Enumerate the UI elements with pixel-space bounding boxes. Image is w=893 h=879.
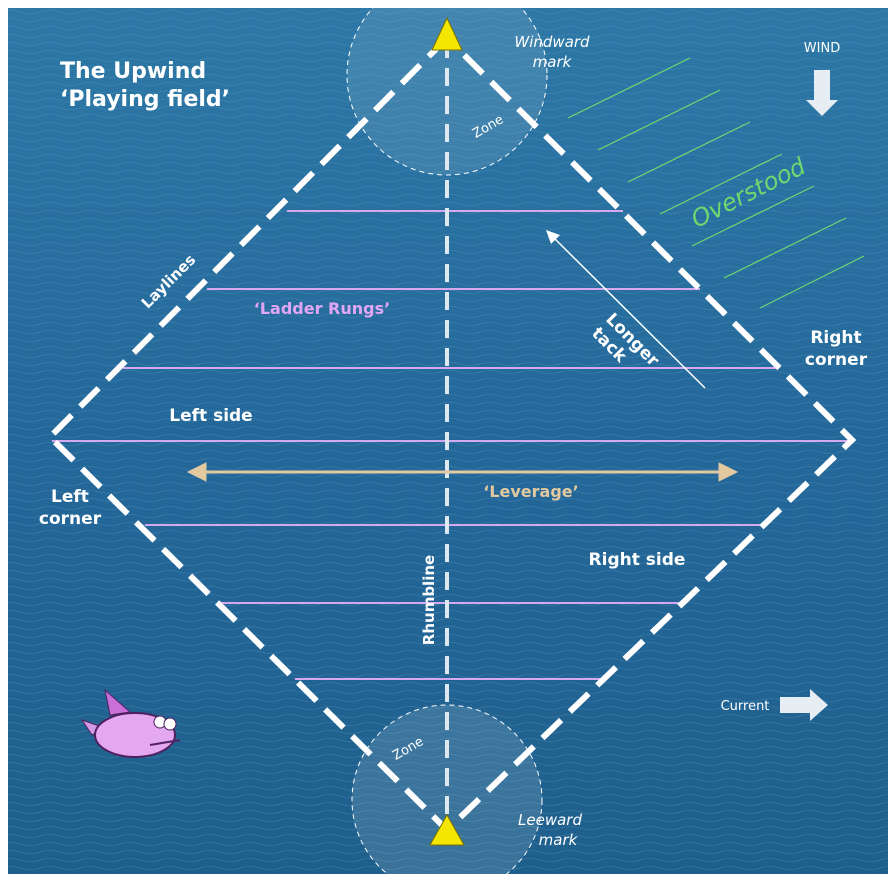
ladder-rungs-label: ‘Ladder Rungs’	[254, 299, 390, 318]
wind-label: WIND	[804, 41, 840, 56]
rhumbline-label: Rhumbline	[420, 555, 438, 645]
right-side-label: Right side	[589, 550, 686, 570]
current-label: Current	[721, 699, 770, 714]
leverage-label: ‘Leverage’	[483, 482, 578, 501]
left-side-label: Left side	[169, 406, 252, 426]
diagram: The Upwind‘Playing field’ Windwardmark W…	[0, 0, 893, 879]
